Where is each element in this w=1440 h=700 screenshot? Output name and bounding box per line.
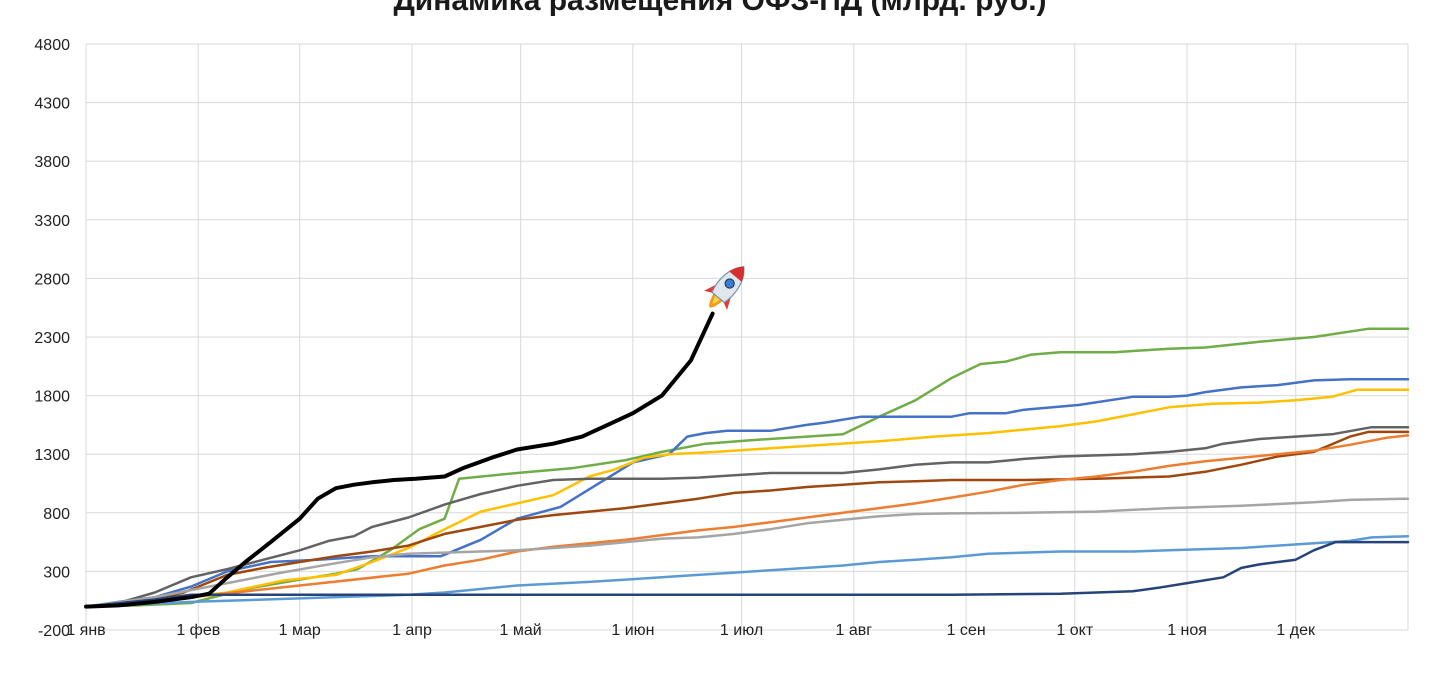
series-line-9 bbox=[84, 540, 1410, 608]
y-tick-label: 1800 bbox=[34, 389, 70, 406]
series-line-3 bbox=[84, 388, 1410, 608]
x-tick-label: 1 окт bbox=[1056, 622, 1093, 639]
series-layer bbox=[84, 311, 1410, 609]
x-tick-label: 1 дек bbox=[1276, 622, 1316, 639]
x-tick-label: 1 май bbox=[500, 622, 542, 639]
y-tick-label: 300 bbox=[43, 564, 70, 581]
x-tick-label: 1 июл bbox=[720, 622, 763, 639]
y-tick-label: 2300 bbox=[34, 330, 70, 347]
rocket-icon bbox=[704, 266, 745, 311]
x-tick-label: 1 июн bbox=[611, 622, 654, 639]
x-tick-label: 1 янв bbox=[66, 622, 105, 639]
y-tick-label: 1300 bbox=[34, 447, 70, 464]
x-tick-label: 1 ноя bbox=[1167, 622, 1207, 639]
series-line-6 bbox=[84, 434, 1410, 608]
x-tick-label: 1 фев bbox=[176, 622, 220, 639]
chart-title: Динамика размещения ОФЗ-ПД (млрд. руб.) bbox=[393, 0, 1047, 17]
annotation-layer bbox=[704, 266, 745, 311]
axis-labels: -200 300 800 1300 1800 2300 2800 3300 3800 4300 48… bbox=[34, 37, 1316, 640]
y-tick-label: 4800 bbox=[34, 37, 70, 54]
x-tick-label: 1 мар bbox=[279, 622, 321, 639]
series-line-4 bbox=[84, 425, 1410, 608]
series-line-10 bbox=[84, 311, 715, 609]
series-line-8 bbox=[84, 534, 1410, 608]
x-tick-label: 1 авг bbox=[836, 622, 873, 639]
series-line-7 bbox=[84, 497, 1410, 608]
y-tick-label: 2800 bbox=[34, 271, 70, 288]
grid-layer bbox=[85, 43, 1409, 631]
y-tick-label: -200 bbox=[38, 623, 70, 640]
y-tick-label: 3800 bbox=[34, 154, 70, 171]
x-tick-label: 1 апр bbox=[392, 622, 432, 639]
x-tick-label: 1 сен bbox=[947, 622, 986, 639]
y-tick-label: 800 bbox=[43, 506, 70, 523]
y-tick-label: 3300 bbox=[34, 213, 70, 230]
y-tick-label: 4300 bbox=[34, 96, 70, 113]
series-line-5 bbox=[84, 430, 1410, 608]
